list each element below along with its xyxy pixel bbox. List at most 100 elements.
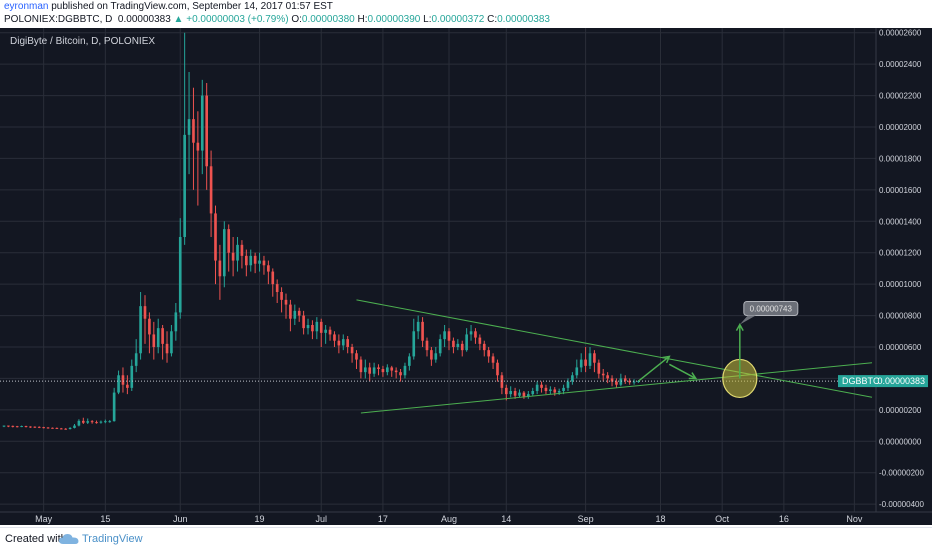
candle-body <box>139 306 142 354</box>
candle-body <box>460 343 464 351</box>
candle-body <box>478 337 482 344</box>
candle-body <box>240 244 244 256</box>
candle-body <box>350 347 354 354</box>
y-tick-label: 0.00001000 <box>879 280 922 289</box>
candle-body <box>601 373 605 376</box>
candle-body <box>610 378 614 382</box>
candle-body <box>183 134 186 237</box>
y-tick-label: 0.00002400 <box>879 60 922 69</box>
candle-body <box>130 365 134 388</box>
grid <box>0 28 876 512</box>
candle-body <box>205 95 209 167</box>
candle-body <box>20 426 23 428</box>
candle-body <box>355 353 358 360</box>
candle-body <box>280 292 283 300</box>
candle-body <box>579 359 583 368</box>
current-price-tag: DGBBTC 0.00000383 <box>838 375 928 388</box>
candle-body <box>637 381 640 383</box>
candle-body <box>209 166 213 214</box>
last-price: 0.00000383 <box>117 14 171 25</box>
candle-body <box>527 394 530 397</box>
x-tick-label: 15 <box>100 514 110 524</box>
candle-body <box>24 426 28 428</box>
candle-body <box>148 318 151 335</box>
y-tick-label: 0.00002200 <box>879 92 922 101</box>
candle-body <box>399 372 402 376</box>
candle-body <box>156 328 160 347</box>
published-text: published on TradingView.com, September … <box>51 1 333 12</box>
candle-body <box>284 299 288 305</box>
candle-body <box>346 339 349 347</box>
candle-body <box>121 375 125 385</box>
candle-body <box>275 284 279 292</box>
drawings[interactable]: 0.00000743 <box>356 299 873 414</box>
candle-body <box>584 359 587 366</box>
x-tick-label: May <box>35 514 53 524</box>
candle-body <box>37 426 41 428</box>
price-axis[interactable]: 0.00002600 0.00002400 0.00002200 0.00002000… <box>879 29 924 509</box>
candle-body <box>64 428 68 430</box>
candle-body <box>562 387 565 391</box>
close-value: 0.00000383 <box>497 14 550 25</box>
candle-body <box>253 255 257 264</box>
candle-body <box>438 339 442 354</box>
candle-body <box>328 329 332 335</box>
candle-body <box>619 378 623 385</box>
candle-body <box>108 421 112 423</box>
target-callout-box <box>743 301 799 317</box>
candle-body <box>632 381 636 383</box>
candle-body <box>553 389 557 393</box>
candle-body <box>465 334 468 351</box>
candle-body <box>81 420 85 423</box>
candle-body <box>368 367 372 374</box>
candle-body <box>311 325 314 332</box>
candles <box>2 32 640 430</box>
tradingview-cloud-icon <box>58 532 80 549</box>
candle-body <box>513 391 517 396</box>
candle-body <box>588 353 592 366</box>
candle-body <box>496 362 499 376</box>
candle-body <box>178 237 182 313</box>
candle-body <box>73 425 76 428</box>
price-tag-symbol: DGBBTC <box>842 376 880 386</box>
candle-body <box>90 421 94 423</box>
candle-body <box>245 255 248 266</box>
candle-body <box>315 321 319 332</box>
candle-body <box>170 331 173 354</box>
candle-body <box>606 375 609 379</box>
x-tick-label: 19 <box>255 514 265 524</box>
candle-body <box>341 339 345 346</box>
candle-body <box>363 367 367 373</box>
y-tick-label: 0.00001400 <box>879 217 922 226</box>
tradingview-link[interactable]: TradingView <box>82 533 143 545</box>
price-change: +0.00000003 (+0.79%) <box>186 14 289 25</box>
candle-body <box>337 340 341 346</box>
candle-body <box>443 331 446 340</box>
x-tick-label: Nov <box>846 514 863 524</box>
candle-body <box>86 421 90 423</box>
candle-body <box>509 391 513 395</box>
candle-body <box>557 391 561 393</box>
candle-body <box>15 426 19 428</box>
y-tick-label: 0.00000000 <box>879 437 922 446</box>
publish-info: eyronman published on TradingView.com, S… <box>4 1 333 12</box>
candle-body <box>430 350 433 360</box>
candle-body <box>187 119 191 135</box>
candle-body <box>68 427 72 430</box>
y-tick-label: 0.00001800 <box>879 154 922 163</box>
candle-body <box>152 334 156 347</box>
candle-body <box>271 271 275 285</box>
chart-panel[interactable]: DigiByte / Bitcoin, D, POLONIEX 0.000007… <box>0 28 932 525</box>
price-chart[interactable]: DigiByte / Bitcoin, D, POLONIEX 0.000007… <box>0 28 932 525</box>
candle-body <box>95 422 98 424</box>
x-tick-label: Jun <box>173 514 188 524</box>
price-tag-value: 0.00000383 <box>877 376 925 386</box>
candle-body <box>403 365 407 376</box>
lower-trendline <box>360 362 873 414</box>
candle-body <box>267 265 270 272</box>
candle-body <box>575 367 579 376</box>
candle-body <box>231 252 235 261</box>
time-axis[interactable]: May 15 Jun 19 Jul 17 Aug 14 Sep 18 Oct 16 Nov <box>35 514 863 524</box>
candle-body <box>249 255 253 266</box>
author-link[interactable]: eyronman <box>4 1 49 12</box>
